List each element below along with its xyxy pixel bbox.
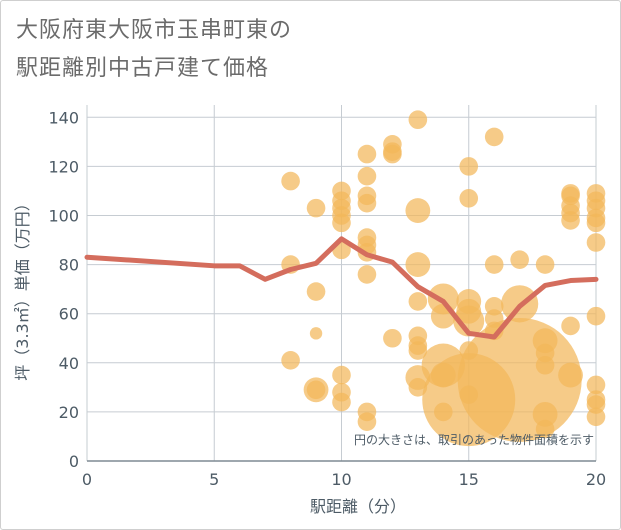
data-bubble xyxy=(306,282,326,301)
data-bubble xyxy=(459,157,479,176)
data-bubble xyxy=(453,305,485,337)
y-tick-label: 120 xyxy=(48,157,79,176)
data-bubble xyxy=(535,255,555,274)
y-axis-label: 坪（3.3㎡）単価（万円） xyxy=(13,195,32,380)
y-tick-label: 100 xyxy=(48,206,79,225)
chart-title: 大阪府東大阪市玉串町東の 駅距離別中古戸建て価格 xyxy=(16,12,292,88)
data-bubble xyxy=(586,375,606,395)
data-bubble xyxy=(309,327,323,340)
average-price-line xyxy=(84,236,599,340)
data-bubble xyxy=(586,407,606,427)
data-bubble xyxy=(459,188,479,208)
data-bubble xyxy=(383,328,402,348)
data-bubble xyxy=(484,255,504,274)
x-tick-label: 0 xyxy=(82,470,92,489)
title-line-2: 駅距離別中古戸建て価格 xyxy=(16,56,270,81)
data-bubble xyxy=(484,127,504,147)
data-bubble xyxy=(306,380,326,400)
data-bubble xyxy=(332,213,351,233)
data-bubble xyxy=(405,198,431,223)
title-line-1: 大阪府東大阪市玉串町東の xyxy=(16,18,293,43)
data-bubble xyxy=(558,362,583,388)
y-tick-label: 60 xyxy=(59,305,79,324)
x-tick-label: 20 xyxy=(586,470,606,489)
x-tick-label: 15 xyxy=(459,470,479,489)
average-line-layer xyxy=(84,236,599,340)
data-bubble xyxy=(586,213,606,233)
data-bubble xyxy=(357,193,377,213)
data-bubble xyxy=(357,144,377,164)
x-tick-label: 5 xyxy=(209,470,219,489)
data-bubble xyxy=(332,392,351,412)
data-bubble xyxy=(535,355,555,375)
data-bubble xyxy=(586,306,606,326)
data-bubble xyxy=(532,401,558,427)
data-bubble xyxy=(281,351,300,370)
data-bubble xyxy=(357,265,377,284)
size-annotation: 円の大きさは、取引のあった物件面積を示す xyxy=(354,432,594,447)
data-bubble xyxy=(535,419,555,439)
data-bubble xyxy=(332,365,351,385)
bubble-series xyxy=(281,110,606,447)
data-bubble xyxy=(357,412,377,432)
data-bubble xyxy=(281,171,300,191)
data-bubble xyxy=(357,166,377,186)
data-bubble xyxy=(561,211,580,230)
y-tick-label: 80 xyxy=(59,256,79,275)
data-bubble xyxy=(408,341,428,360)
data-bubble xyxy=(408,378,428,397)
data-bubble xyxy=(408,110,428,130)
data-bubble xyxy=(510,250,529,269)
x-axis-label: 駅距離（分） xyxy=(310,497,406,516)
x-tick-label: 10 xyxy=(331,470,351,489)
data-bubble xyxy=(383,144,402,164)
data-bubble xyxy=(561,316,580,336)
y-tick-label: 20 xyxy=(59,403,79,422)
data-bubble xyxy=(586,233,606,252)
y-tick-label: 140 xyxy=(48,108,79,127)
y-tick-label: 0 xyxy=(69,452,79,471)
axes: 0 20 40 60 80 100 120 140 0 5 10 15 20 xyxy=(48,108,606,489)
data-bubble xyxy=(408,292,428,311)
data-bubble xyxy=(306,198,326,218)
y-tick-label: 40 xyxy=(59,354,79,373)
data-bubble xyxy=(405,252,431,277)
